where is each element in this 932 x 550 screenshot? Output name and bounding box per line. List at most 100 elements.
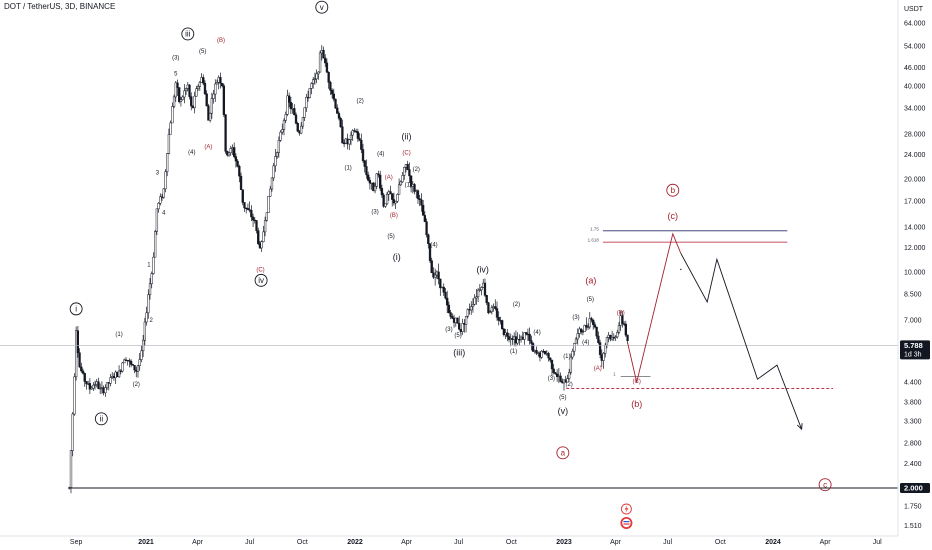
candle <box>416 189 420 204</box>
candle-body <box>239 175 243 190</box>
candle-body <box>159 196 162 204</box>
candle <box>265 212 268 222</box>
candle <box>497 311 500 326</box>
candle-body <box>626 334 629 342</box>
x-tick-label: Jul <box>454 539 463 546</box>
candle <box>205 90 208 107</box>
candle <box>442 283 445 296</box>
wave-label: (3) <box>445 327 452 333</box>
candle-body <box>421 204 425 216</box>
x-axis[interactable]: Sep 2021 Apr Jul Oct 2022 Apr Jul Oct 2023 Apr Jul O… <box>0 535 898 546</box>
wave-label: (iii) <box>453 347 465 357</box>
y-tick-label: 34.000 <box>904 105 926 112</box>
wave-label-text: (4) <box>377 152 384 158</box>
candle <box>399 180 402 186</box>
candle-body <box>69 450 73 488</box>
fib-level-label: 1.618 <box>588 238 600 243</box>
candle <box>349 131 353 146</box>
candle-body <box>566 378 569 383</box>
candle <box>327 71 330 89</box>
candle <box>312 76 315 89</box>
candle-body <box>380 188 384 196</box>
candle <box>439 278 442 296</box>
projection-paths <box>627 232 803 431</box>
candle <box>262 225 265 243</box>
fib-level-label: 1 <box>613 372 616 377</box>
candle <box>530 335 533 351</box>
candle <box>568 368 571 381</box>
y-axis[interactable]: USDT 64.000 54.000 46.000 40.000 34.000 28.000… <box>897 0 926 536</box>
candle <box>384 203 387 208</box>
candle <box>159 193 162 206</box>
candle <box>157 202 160 213</box>
candle <box>123 358 126 364</box>
candle <box>421 200 425 216</box>
candle <box>528 327 531 345</box>
wave-label: 1 <box>147 262 151 268</box>
candle <box>183 84 186 104</box>
wave-label-text: iv <box>258 276 264 285</box>
candle <box>85 380 88 390</box>
y-tick-label: 14.000 <box>904 224 926 231</box>
candle-body <box>408 169 411 177</box>
wave-label: i <box>69 302 83 316</box>
candle <box>140 345 143 363</box>
candle <box>423 211 427 223</box>
candle <box>181 95 184 101</box>
event-icons[interactable] <box>620 503 633 529</box>
candle <box>269 185 272 197</box>
candle <box>164 169 167 193</box>
lightning-icon[interactable] <box>620 503 632 515</box>
candle <box>588 312 591 330</box>
candle-body <box>296 123 299 132</box>
candle <box>617 322 621 335</box>
candle <box>324 54 327 67</box>
candle <box>88 378 92 394</box>
candle <box>318 50 322 73</box>
candle-body <box>334 98 337 109</box>
candle-body <box>382 194 385 207</box>
candle-body <box>324 57 327 64</box>
candle <box>257 227 260 246</box>
candle <box>147 289 150 319</box>
candle-body <box>391 193 394 200</box>
candle-body <box>267 195 270 213</box>
wave-label-text: (5) <box>454 333 461 339</box>
y-tick-label: 20.000 <box>904 177 926 184</box>
candle-body <box>475 296 478 299</box>
candle <box>303 107 306 121</box>
chart-title: DOT / TetherUS, 3D, BINANCE <box>4 2 116 11</box>
candle <box>212 89 215 104</box>
candle <box>550 359 554 376</box>
candle <box>83 372 86 387</box>
candle <box>166 153 169 177</box>
candle-body <box>188 84 191 97</box>
candle-body <box>190 96 193 107</box>
wave-label: (5) <box>587 297 594 303</box>
candle-body <box>523 332 526 340</box>
candle <box>403 166 406 181</box>
flag-event-icon[interactable] <box>620 517 633 529</box>
candle <box>332 88 335 102</box>
candle-body <box>162 188 165 198</box>
flag-event-icon-stripe <box>623 523 630 525</box>
candle-body <box>303 107 306 118</box>
x-tick-label: Apr <box>610 539 622 546</box>
candle <box>531 342 535 352</box>
wave-label: (5) <box>454 333 461 339</box>
candle-body <box>552 368 555 373</box>
candle <box>289 96 293 115</box>
candle-body <box>487 302 490 314</box>
wave-label: iii <box>181 27 195 41</box>
wave-label-text: (3) <box>572 315 579 321</box>
candle-body <box>339 117 342 128</box>
candle-body <box>379 174 382 189</box>
candle <box>190 92 193 111</box>
candle <box>598 339 602 359</box>
candle-body <box>147 294 150 314</box>
candle <box>78 348 81 368</box>
candle-body <box>590 318 593 321</box>
candle <box>227 152 231 158</box>
wave-label-text: i <box>75 305 77 314</box>
